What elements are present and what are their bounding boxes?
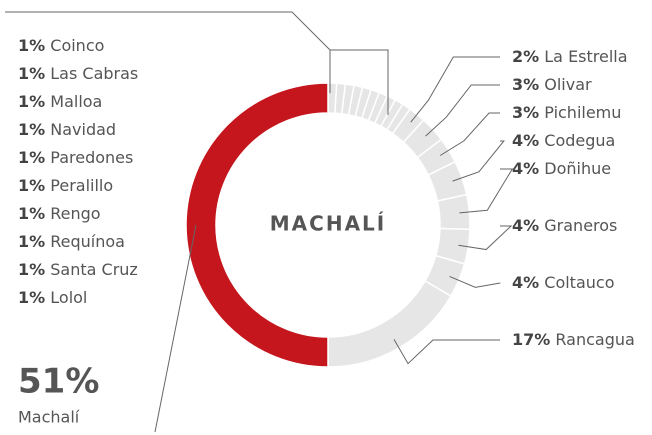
data-label: 1% Navidad (18, 120, 116, 139)
category-label: Codegua (544, 131, 615, 150)
data-label: 1% Paredones (18, 148, 133, 167)
category-label: Requínoa (50, 232, 125, 251)
value-label: 1% (18, 64, 45, 83)
category-label: Santa Cruz (50, 260, 138, 279)
callout-name: Machalí (18, 408, 80, 427)
leader-line (425, 84, 500, 137)
category-label: Malloa (50, 92, 102, 111)
callout-value: 51% (18, 362, 99, 402)
value-label: 1% (18, 120, 45, 139)
leader-line (459, 168, 514, 214)
value-label: 4% (512, 131, 539, 150)
value-label: 1% (18, 148, 45, 167)
leader-line (452, 140, 505, 182)
value-label: 1% (18, 232, 45, 251)
leader-line (439, 112, 500, 156)
value-label: 4% (512, 273, 539, 292)
value-label: 1% (18, 288, 45, 307)
value-label: 3% (512, 75, 539, 94)
slice (327, 279, 453, 368)
value-label: 1% (18, 176, 45, 195)
value-label: 3% (512, 103, 539, 122)
leader-line (154, 224, 197, 433)
leader-line (410, 56, 500, 123)
category-label: Paredones (50, 148, 133, 167)
value-label: 2% (512, 47, 539, 66)
value-label: 17% (512, 330, 550, 349)
leader-line (458, 225, 513, 251)
data-label: 4% Codegua (512, 131, 615, 150)
data-label: 1% Lolol (18, 288, 87, 307)
slice (185, 82, 329, 368)
center-label: MACHALÍ (270, 212, 386, 236)
value-label: 1% (18, 36, 45, 55)
category-label: Coltauco (544, 273, 614, 292)
leader-line (393, 339, 500, 365)
value-label: 4% (512, 159, 539, 178)
category-label: Rengo (50, 204, 100, 223)
data-label: 3% Olivar (512, 75, 592, 94)
data-label: 1% Santa Cruz (18, 260, 138, 279)
data-label: 1% Las Cabras (18, 64, 138, 83)
data-label: 4% Coltauco (512, 273, 614, 292)
data-label: 1% Rengo (18, 204, 101, 223)
data-label: 17% Rancagua (512, 330, 635, 349)
category-label: Rancagua (555, 330, 634, 349)
category-label: Las Cabras (50, 64, 138, 83)
category-label: Olivar (544, 75, 592, 94)
value-label: 4% (512, 216, 539, 235)
category-label: Lolol (50, 288, 87, 307)
category-label: Navidad (50, 120, 116, 139)
data-label: 4% Graneros (512, 216, 617, 235)
value-label: 1% (18, 92, 45, 111)
data-label: 1% Malloa (18, 92, 102, 111)
value-label: 1% (18, 260, 45, 279)
category-label: Peralillo (50, 176, 113, 195)
data-label: 3% Pichilemu (512, 103, 621, 122)
value-label: 1% (18, 204, 45, 223)
data-label: 4% Doñihue (512, 159, 611, 178)
category-label: Pichilemu (544, 103, 621, 122)
category-label: Coinco (50, 36, 104, 55)
category-label: Graneros (544, 216, 617, 235)
leader-line (449, 275, 501, 288)
category-label: La Estrella (544, 47, 627, 66)
category-label: Doñihue (544, 159, 611, 178)
data-label: 1% Coinco (18, 36, 104, 55)
data-label: 2% La Estrella (512, 47, 628, 66)
data-label: 1% Requínoa (18, 232, 125, 251)
data-label: 1% Peralillo (18, 176, 113, 195)
